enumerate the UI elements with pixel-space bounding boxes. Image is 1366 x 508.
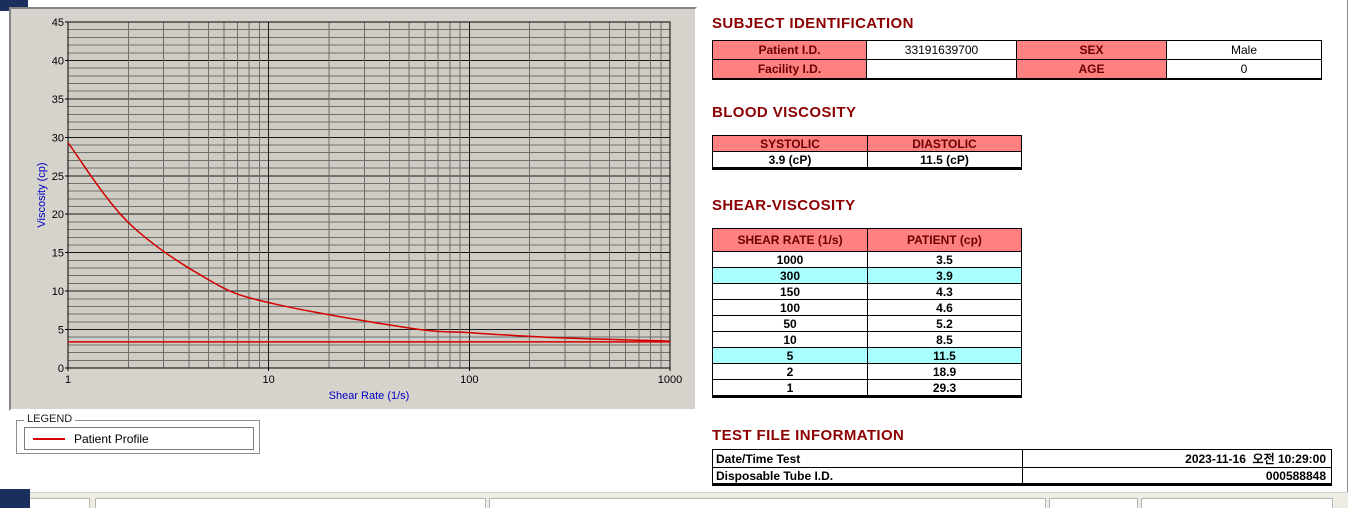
shear-row: 50 5.2: [712, 315, 1022, 332]
bv-value-cell: 11.5 (cP): [867, 151, 1022, 169]
y-tick-label: 40: [52, 55, 64, 67]
cutoff-button-3[interactable]: [489, 498, 1046, 508]
shear-row: 5 11.5: [712, 347, 1022, 364]
subject-row: Facility I.D. AGE 0: [712, 59, 1322, 80]
subject-identification-heading: SUBJECT IDENTIFICATION: [712, 15, 914, 32]
bv-column-header: SYSTOLIC: [712, 135, 868, 152]
cutoff-button-4[interactable]: [1049, 498, 1138, 508]
shear-row: 2 18.9: [712, 363, 1022, 380]
subject-label-cell: Patient I.D.: [712, 40, 867, 60]
subject-value-cell: Male: [1166, 40, 1322, 60]
patient-viscosity-cell: 11.5: [867, 347, 1022, 364]
subject-value-cell: 33191639700: [866, 40, 1017, 60]
shear-rate-cell: 10: [712, 331, 868, 348]
patient-profile-curve: [67, 142, 671, 342]
bv-header-row: SYSTOLIC DIASTOLIC: [712, 135, 1022, 152]
y-tick-label: 0: [58, 363, 64, 375]
subject-label-cell: AGE: [1016, 59, 1167, 80]
y-tick-label: 20: [52, 209, 64, 221]
y-tick-label: 45: [52, 17, 64, 29]
shear-column-header: SHEAR RATE (1/s): [712, 228, 868, 252]
shear-rate-cell: 5: [712, 347, 868, 364]
report-panel: SUBJECT IDENTIFICATION Patient I.D. 33191…: [712, 0, 1344, 492]
patient-viscosity-cell: 4.3: [867, 283, 1022, 300]
y-tick-label: 30: [52, 132, 64, 144]
patient-viscosity-cell: 29.3: [867, 379, 1022, 397]
y-tick-label: 5: [58, 325, 64, 337]
bv-value-cell: 3.9 (cP): [712, 151, 868, 169]
legend-entry-label: Patient Profile: [74, 431, 149, 446]
shear-header-row: SHEAR RATE (1/s) PATIENT (cp): [712, 228, 1022, 252]
shear-row: 1 29.3: [712, 379, 1022, 397]
window-fragment-bottom-left: [0, 489, 30, 508]
subject-value-cell: 0: [1166, 59, 1322, 80]
legend-line-sample: [33, 437, 65, 440]
blood-viscosity-table: SYSTOLIC DIASTOLIC 3.9 (cP) 11.5 (cP): [712, 135, 1022, 170]
x-tick-label: 1: [65, 374, 71, 386]
test-file-row: Disposable Tube I.D. 000588848: [712, 467, 1332, 485]
patient-viscosity-cell: 3.5: [867, 251, 1022, 268]
shear-viscosity-heading: SHEAR-VISCOSITY: [712, 197, 856, 214]
patient-viscosity-cell: 5.2: [867, 315, 1022, 332]
subject-label-cell: SEX: [1016, 40, 1167, 60]
shear-column-header: PATIENT (cp): [867, 228, 1022, 252]
test-file-label-cell: Disposable Tube I.D.: [712, 467, 1023, 485]
shear-rate-cell: 150: [712, 283, 868, 300]
bottom-toolbar-strip: [0, 492, 1348, 508]
chart-legend: LEGEND Patient Profile: [16, 413, 260, 454]
x-tick-label: 1000: [658, 374, 682, 386]
window-fragment-top-left: [0, 0, 28, 11]
subject-label-cell: Facility I.D.: [712, 59, 867, 80]
shear-row: 100 4.6: [712, 299, 1022, 316]
bv-value-row: 3.9 (cP) 11.5 (cP): [712, 151, 1022, 169]
shear-row: 1000 3.5: [712, 251, 1022, 268]
y-tick-label: 10: [52, 286, 64, 298]
y-axis-title: Viscosity (cp): [36, 162, 48, 227]
shear-rate-cell: 2: [712, 363, 868, 380]
shear-rate-cell: 1000: [712, 251, 868, 268]
shear-row: 150 4.3: [712, 283, 1022, 300]
shear-viscosity-chart: 0 5 10 15 20 25 30 35 40 45 1 10 100 1000 Shear Rate (…: [36, 17, 682, 402]
test-file-row: Date/Time Test 2023-11-16 오전 10:29:00: [712, 449, 1332, 468]
blood-viscosity-heading: BLOOD VISCOSITY: [712, 104, 857, 121]
test-file-information-table: Date/Time Test 2023-11-16 오전 10:29:00 Disp…: [712, 449, 1332, 486]
viscosity-chart-panel: 0 5 10 15 20 25 30 35 40 45 1 10 100 1000 Shear Rate (…: [9, 7, 697, 411]
shear-rate-cell: 300: [712, 267, 868, 284]
cutoff-button-2[interactable]: [95, 498, 486, 508]
test-file-information-heading: TEST FILE INFORMATION: [712, 427, 905, 444]
x-tick-label: 100: [460, 374, 478, 386]
patient-viscosity-cell: 8.5: [867, 331, 1022, 348]
shear-rate-cell: 50: [712, 315, 868, 332]
y-tick-label: 25: [52, 171, 64, 183]
patient-viscosity-cell: 18.9: [867, 363, 1022, 380]
shear-rate-cell: 100: [712, 299, 868, 316]
subject-value-cell: [866, 59, 1017, 80]
x-axis-title: Shear Rate (1/s): [329, 390, 410, 402]
legend-title: LEGEND: [24, 413, 76, 425]
shear-row: 300 3.9: [712, 267, 1022, 284]
test-file-value-cell: 2023-11-16 오전 10:29:00: [1022, 449, 1332, 468]
subject-row: Patient I.D. 33191639700 SEX Male: [712, 40, 1322, 60]
test-file-label-cell: Date/Time Test: [712, 449, 1023, 468]
cutoff-button-5[interactable]: [1141, 498, 1333, 508]
patient-viscosity-cell: 3.9: [867, 267, 1022, 284]
y-tick-label: 15: [52, 248, 64, 260]
y-tick-label: 35: [52, 94, 64, 106]
test-file-value-cell: 000588848: [1022, 467, 1332, 485]
shear-row: 10 8.5: [712, 331, 1022, 348]
subject-identification-table: Patient I.D. 33191639700 SEX Male Facility I…: [712, 40, 1322, 80]
shear-rate-cell: 1: [712, 379, 868, 397]
x-tick-label: 10: [263, 374, 275, 386]
patient-viscosity-cell: 4.6: [867, 299, 1022, 316]
bv-column-header: DIASTOLIC: [867, 135, 1022, 152]
legend-entry: Patient Profile: [24, 427, 254, 450]
shear-viscosity-table: SHEAR RATE (1/s) PATIENT (cp) 1000 3.5 300 3.…: [712, 228, 1022, 398]
